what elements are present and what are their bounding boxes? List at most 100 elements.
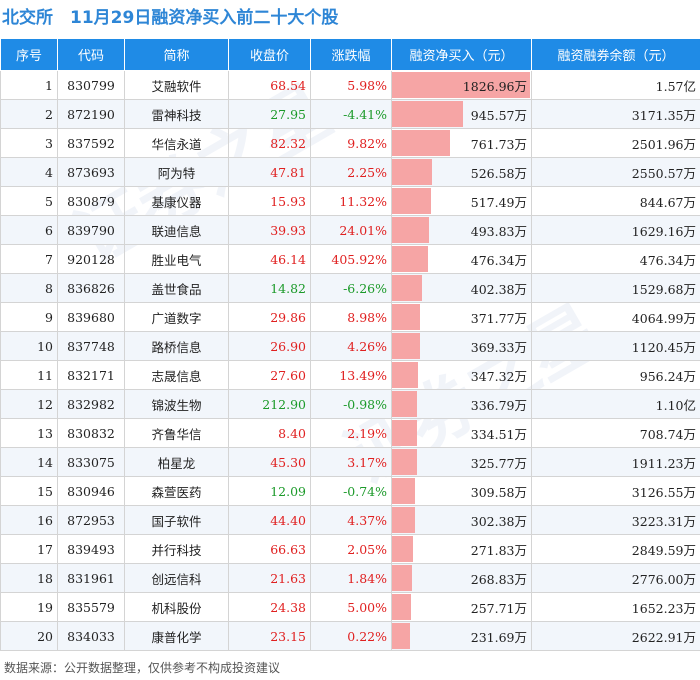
cell-close: 68.54 — [228, 70, 311, 100]
table-row[interactable]: 4 873693 阿为特 47.81 2.25% 526.58万 2550.57万 — [0, 157, 700, 187]
cell-name: 华信永道 — [124, 128, 229, 158]
table-row[interactable]: 1 830799 艾融软件 68.54 5.98% 1826.96万 1.57亿 — [0, 70, 700, 100]
cell-net-buy: 271.83万 — [391, 534, 532, 564]
col-header-name[interactable]: 简称 — [124, 38, 229, 71]
cell-code: 837748 — [57, 331, 125, 361]
cell-balance: 2501.96万 — [531, 128, 700, 158]
table-row[interactable]: 19 835579 机科股份 24.38 5.00% 257.71万 1652.23万 — [0, 592, 700, 622]
net-buy-bar — [392, 536, 413, 562]
cell-rank: 12 — [0, 389, 58, 419]
cell-code: 873693 — [57, 157, 125, 187]
net-buy-value: 493.83万 — [470, 223, 527, 239]
net-buy-value: 369.33万 — [470, 339, 527, 355]
col-header-balance[interactable]: 融资融券余额（元） — [531, 38, 700, 71]
col-header-code[interactable]: 代码 — [57, 38, 125, 71]
table-row[interactable]: 11 832171 志晟信息 27.60 13.49% 347.32万 956.24万 — [0, 360, 700, 390]
cell-net-buy: 1826.96万 — [391, 70, 532, 100]
cell-change: 9.82% — [310, 128, 392, 158]
cell-rank: 3 — [0, 128, 58, 158]
table-row[interactable]: 9 839680 广道数字 29.86 8.98% 371.77万 4064.99万 — [0, 302, 700, 332]
cell-close: 14.82 — [228, 273, 311, 303]
net-buy-bar — [392, 565, 412, 591]
table-row[interactable]: 6 839790 联迪信息 39.93 24.01% 493.83万 1629.16万 — [0, 215, 700, 245]
table-row[interactable]: 7 920128 胜业电气 46.14 405.92% 476.34万 476.34万 — [0, 244, 700, 274]
col-header-close[interactable]: 收盘价 — [228, 38, 311, 71]
net-buy-bar — [392, 420, 417, 446]
cell-code: 834033 — [57, 621, 125, 651]
net-buy-value: 526.58万 — [470, 165, 527, 181]
cell-name: 路桥信息 — [124, 331, 229, 361]
table-row[interactable]: 2 872190 雷神科技 27.95 -4.41% 945.57万 3171.35万 — [0, 99, 700, 129]
net-buy-bar — [392, 623, 410, 649]
col-header-rank[interactable]: 序号 — [0, 38, 58, 71]
cell-close: 27.95 — [228, 99, 311, 129]
cell-name: 阿为特 — [124, 157, 229, 187]
cell-net-buy: 517.49万 — [391, 186, 532, 216]
net-buy-bar — [392, 333, 420, 359]
cell-balance: 4064.99万 — [531, 302, 700, 332]
cell-change: 2.25% — [310, 157, 392, 187]
col-header-change[interactable]: 涨跌幅 — [310, 38, 392, 71]
data-table-wrapper: 序号 代码 简称 收盘价 涨跌幅 融资净买入（元） 融资融券余额（元） 1 830… — [0, 38, 700, 651]
cell-balance: 956.24万 — [531, 360, 700, 390]
cell-change: 3.17% — [310, 447, 392, 477]
cell-rank: 1 — [0, 70, 58, 100]
cell-rank: 9 — [0, 302, 58, 332]
table-row[interactable]: 16 872953 国子软件 44.40 4.37% 302.38万 3223.31万 — [0, 505, 700, 535]
cell-close: 15.93 — [228, 186, 311, 216]
cell-rank: 2 — [0, 99, 58, 129]
cell-code: 835579 — [57, 592, 125, 622]
cell-close: 12.09 — [228, 476, 311, 506]
table-row[interactable]: 14 833075 柏星龙 45.30 3.17% 325.77万 1911.23万 — [0, 447, 700, 477]
cell-change: 4.37% — [310, 505, 392, 535]
cell-net-buy: 334.51万 — [391, 418, 532, 448]
table-row[interactable]: 10 837748 路桥信息 26.90 4.26% 369.33万 1120.45万 — [0, 331, 700, 361]
table-body: 1 830799 艾融软件 68.54 5.98% 1826.96万 1.57亿 2 87219… — [0, 70, 700, 651]
cell-change: -0.98% — [310, 389, 392, 419]
cell-name: 锦波生物 — [124, 389, 229, 419]
net-buy-bar — [392, 101, 463, 127]
table-row[interactable]: 20 834033 康普化学 23.15 0.22% 231.69万 2622.91万 — [0, 621, 700, 651]
net-buy-bar — [392, 246, 428, 272]
cell-code: 830946 — [57, 476, 125, 506]
cell-close: 24.38 — [228, 592, 311, 622]
cell-net-buy: 257.71万 — [391, 592, 532, 622]
table-row[interactable]: 8 836826 盖世食品 14.82 -6.26% 402.38万 1529.68万 — [0, 273, 700, 303]
cell-balance: 1629.16万 — [531, 215, 700, 245]
col-header-net-buy[interactable]: 融资净买入（元） — [391, 38, 532, 71]
table-row[interactable]: 5 830879 基康仪器 15.93 11.32% 517.49万 844.67万 — [0, 186, 700, 216]
cell-name: 国子软件 — [124, 505, 229, 535]
cell-balance: 2622.91万 — [531, 621, 700, 651]
net-buy-bar — [392, 362, 418, 388]
net-buy-value: 309.58万 — [470, 484, 527, 500]
cell-net-buy: 526.58万 — [391, 157, 532, 187]
cell-code: 872953 — [57, 505, 125, 535]
cell-code: 839790 — [57, 215, 125, 245]
cell-rank: 19 — [0, 592, 58, 622]
net-buy-value: 334.51万 — [470, 426, 527, 442]
cell-net-buy: 371.77万 — [391, 302, 532, 332]
net-buy-value: 268.83万 — [470, 571, 527, 587]
cell-balance: 476.34万 — [531, 244, 700, 274]
cell-name: 基康仪器 — [124, 186, 229, 216]
table-row[interactable]: 12 832982 锦波生物 212.90 -0.98% 336.79万 1.10亿 — [0, 389, 700, 419]
cell-balance: 1911.23万 — [531, 447, 700, 477]
cell-change: 405.92% — [310, 244, 392, 274]
table-row[interactable]: 18 831961 创远信科 21.63 1.84% 268.83万 2776.00万 — [0, 563, 700, 593]
net-buy-value: 1826.96万 — [462, 78, 527, 94]
cell-close: 29.86 — [228, 302, 311, 332]
cell-change: 8.98% — [310, 302, 392, 332]
cell-close: 45.30 — [228, 447, 311, 477]
cell-change: 0.22% — [310, 621, 392, 651]
cell-rank: 13 — [0, 418, 58, 448]
net-buy-value: 231.69万 — [470, 629, 527, 645]
cell-net-buy: 309.58万 — [391, 476, 532, 506]
cell-close: 46.14 — [228, 244, 311, 274]
cell-change: 11.32% — [310, 186, 392, 216]
table-row[interactable]: 15 830946 森萱医药 12.09 -0.74% 309.58万 3126.55万 — [0, 476, 700, 506]
table-row[interactable]: 3 837592 华信永道 82.32 9.82% 761.73万 2501.96万 — [0, 128, 700, 158]
table-row[interactable]: 17 839493 并行科技 66.63 2.05% 271.83万 2849.59万 — [0, 534, 700, 564]
table-row[interactable]: 13 830832 齐鲁华信 8.40 2.19% 334.51万 708.74万 — [0, 418, 700, 448]
cell-name: 创远信科 — [124, 563, 229, 593]
cell-balance: 1.10亿 — [531, 389, 700, 419]
